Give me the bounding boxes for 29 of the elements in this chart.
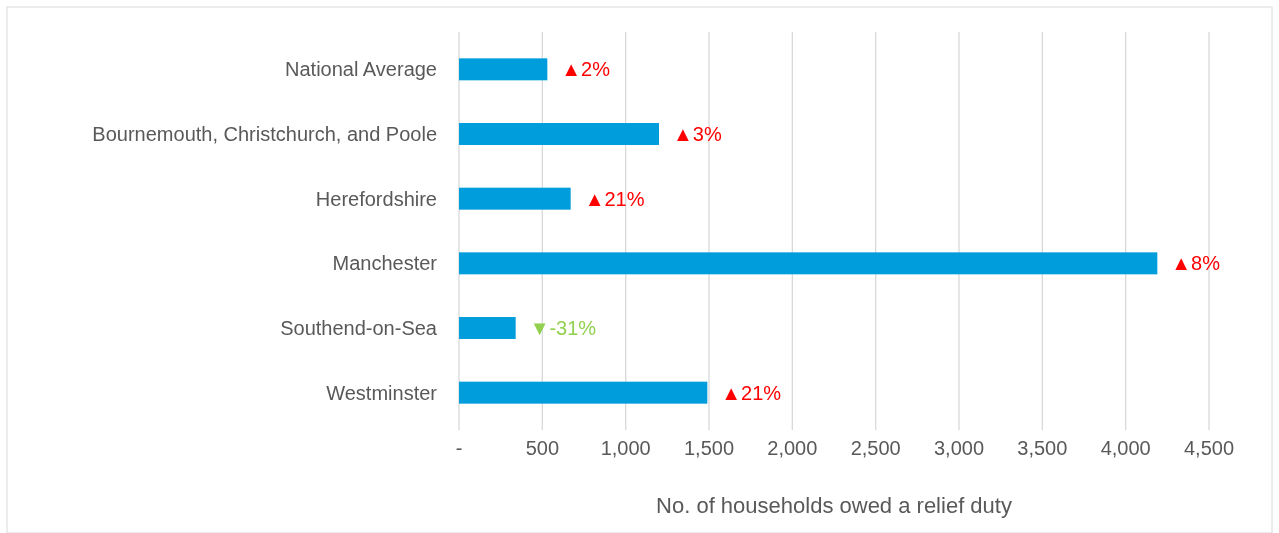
bar <box>459 317 516 339</box>
x-tick-label: 4,000 <box>1100 437 1151 459</box>
y-tick-label: National Average <box>285 58 437 81</box>
y-tick-label: Bournemouth, Christchurch, and Poole <box>92 123 437 145</box>
y-tick-label: Westminster <box>326 381 438 404</box>
bar <box>459 252 1158 275</box>
x-tick-label: - <box>455 437 463 459</box>
x-axis-title: No. of households owed a relief duty <box>656 493 1012 518</box>
x-tick-label: 1,500 <box>683 437 735 459</box>
bar <box>459 381 708 404</box>
bar <box>459 123 659 145</box>
annotation: ▲2% <box>561 58 611 81</box>
x-tick-label: 1,000 <box>600 437 651 459</box>
bar <box>459 187 571 210</box>
annotation: ▲8% <box>1171 252 1221 275</box>
x-tick-label: 4,500 <box>1183 437 1235 459</box>
annotation: ▲3% <box>673 123 722 145</box>
x-tick-label: 2,000 <box>767 437 818 459</box>
y-tick-label: Manchester <box>332 252 438 275</box>
x-tick-label: 3,500 <box>1017 437 1068 459</box>
annotation: ▲21% <box>584 187 645 210</box>
annotation: ▼-31% <box>529 317 597 339</box>
x-tick-label: 2,500 <box>850 437 901 459</box>
y-tick-label: Southend-on-Sea <box>280 317 438 339</box>
bar <box>459 58 548 81</box>
y-tick-label: Herefordshire <box>315 187 437 210</box>
x-tick-label: 3,000 <box>933 437 985 459</box>
annotation: ▲21% <box>721 381 782 404</box>
x-tick-label: 500 <box>525 437 560 459</box>
